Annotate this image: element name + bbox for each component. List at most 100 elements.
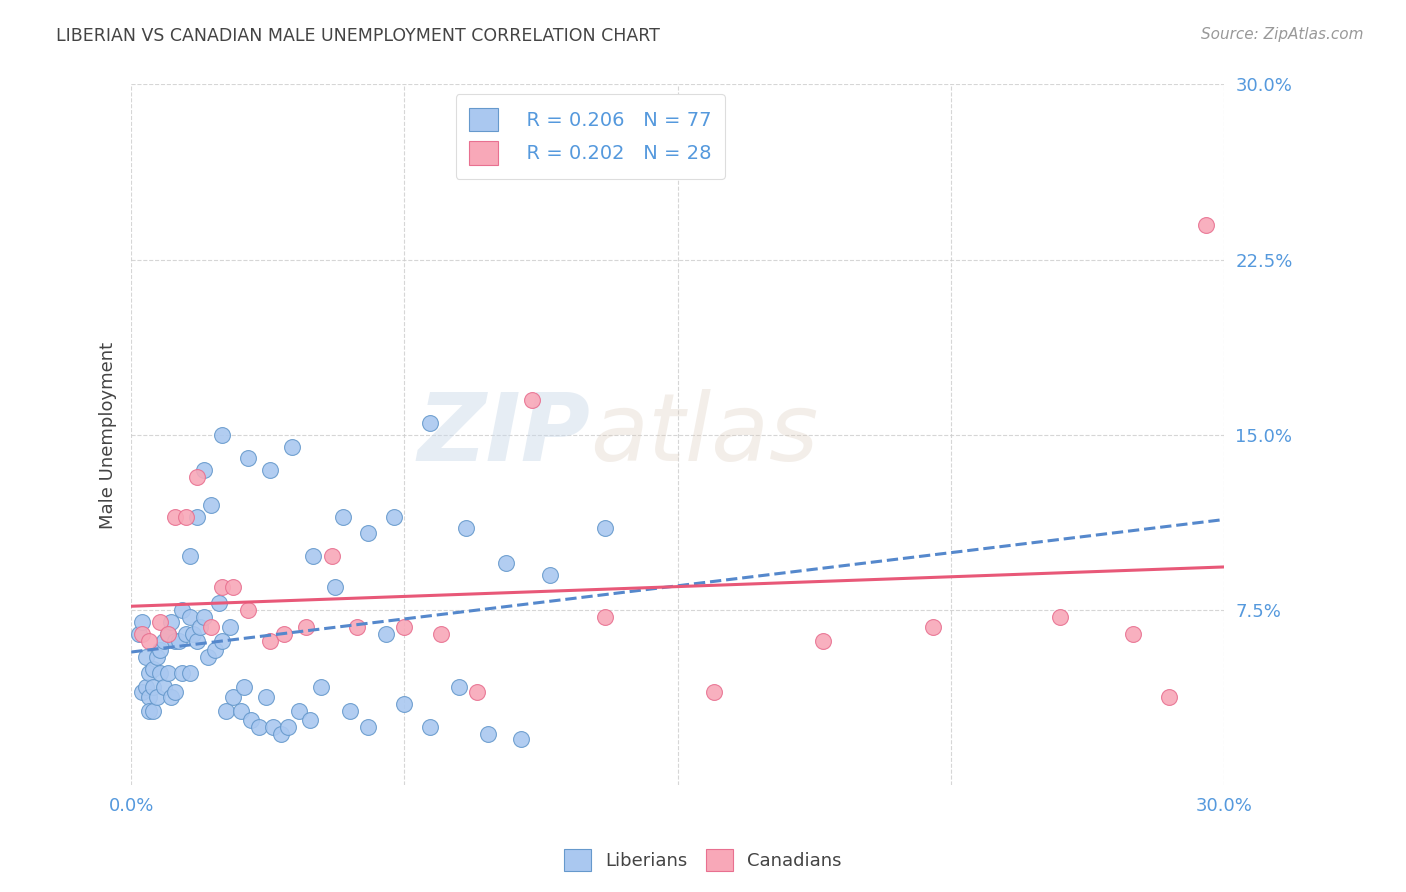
- Point: [163, 633, 186, 648]
- Point: [200, 498, 222, 512]
- Point: [1159, 690, 1181, 704]
- Point: [456, 521, 478, 535]
- Point: [211, 428, 233, 442]
- Point: [142, 681, 165, 695]
- Point: [153, 681, 176, 695]
- Point: [273, 626, 295, 640]
- Point: [357, 526, 380, 541]
- Text: ZIP: ZIP: [418, 389, 591, 481]
- Point: [703, 685, 725, 699]
- Point: [477, 727, 499, 741]
- Point: [382, 509, 405, 524]
- Point: [131, 626, 153, 640]
- Point: [280, 440, 302, 454]
- Point: [394, 697, 416, 711]
- Point: [1049, 610, 1071, 624]
- Point: [259, 633, 281, 648]
- Point: [149, 615, 172, 629]
- Point: [167, 633, 190, 648]
- Point: [128, 626, 150, 640]
- Point: [520, 392, 543, 407]
- Point: [1195, 218, 1218, 232]
- Point: [163, 509, 186, 524]
- Point: [131, 685, 153, 699]
- Text: atlas: atlas: [591, 390, 818, 481]
- Point: [430, 626, 453, 640]
- Point: [375, 626, 398, 640]
- Point: [160, 690, 183, 704]
- Point: [149, 666, 172, 681]
- Point: [357, 720, 380, 734]
- Point: [1122, 626, 1144, 640]
- Point: [204, 643, 226, 657]
- Point: [179, 549, 201, 564]
- Point: [321, 549, 343, 564]
- Point: [174, 509, 197, 524]
- Point: [131, 615, 153, 629]
- Point: [156, 666, 179, 681]
- Point: [254, 690, 277, 704]
- Point: [156, 626, 179, 640]
- Point: [156, 626, 179, 640]
- Point: [138, 704, 160, 718]
- Point: [309, 681, 332, 695]
- Point: [229, 704, 252, 718]
- Point: [236, 451, 259, 466]
- Point: [193, 463, 215, 477]
- Point: [449, 681, 471, 695]
- Point: [208, 596, 231, 610]
- Legend:   R = 0.206   N = 77,   R = 0.202   N = 28: R = 0.206 N = 77, R = 0.202 N = 28: [456, 95, 725, 178]
- Point: [211, 633, 233, 648]
- Point: [262, 720, 284, 734]
- Y-axis label: Male Unemployment: Male Unemployment: [100, 342, 117, 528]
- Point: [160, 615, 183, 629]
- Point: [277, 720, 299, 734]
- Point: [186, 470, 208, 484]
- Point: [181, 626, 204, 640]
- Text: LIBERIAN VS CANADIAN MALE UNEMPLOYMENT CORRELATION CHART: LIBERIAN VS CANADIAN MALE UNEMPLOYMENT C…: [56, 27, 659, 45]
- Point: [197, 649, 219, 664]
- Point: [218, 619, 240, 633]
- Point: [186, 633, 208, 648]
- Point: [163, 685, 186, 699]
- Point: [138, 666, 160, 681]
- Point: [138, 633, 160, 648]
- Point: [145, 649, 167, 664]
- Point: [215, 704, 238, 718]
- Point: [179, 666, 201, 681]
- Point: [302, 549, 325, 564]
- Text: Source: ZipAtlas.com: Source: ZipAtlas.com: [1201, 27, 1364, 42]
- Point: [465, 685, 488, 699]
- Point: [142, 704, 165, 718]
- Point: [323, 580, 346, 594]
- Point: [394, 619, 416, 633]
- Point: [921, 619, 943, 633]
- Point: [200, 619, 222, 633]
- Point: [247, 720, 270, 734]
- Point: [419, 720, 441, 734]
- Point: [135, 681, 157, 695]
- Point: [145, 690, 167, 704]
- Point: [222, 690, 245, 704]
- Point: [174, 626, 197, 640]
- Point: [419, 417, 441, 431]
- Point: [233, 681, 256, 695]
- Point: [813, 633, 835, 648]
- Point: [298, 713, 321, 727]
- Point: [495, 557, 517, 571]
- Point: [288, 704, 311, 718]
- Point: [236, 603, 259, 617]
- Point: [270, 727, 292, 741]
- Point: [149, 643, 172, 657]
- Point: [193, 610, 215, 624]
- Point: [510, 731, 533, 746]
- Point: [172, 603, 194, 617]
- Point: [142, 662, 165, 676]
- Point: [153, 633, 176, 648]
- Point: [346, 619, 368, 633]
- Point: [295, 619, 318, 633]
- Point: [593, 521, 616, 535]
- Point: [240, 713, 263, 727]
- Point: [593, 610, 616, 624]
- Point: [138, 690, 160, 704]
